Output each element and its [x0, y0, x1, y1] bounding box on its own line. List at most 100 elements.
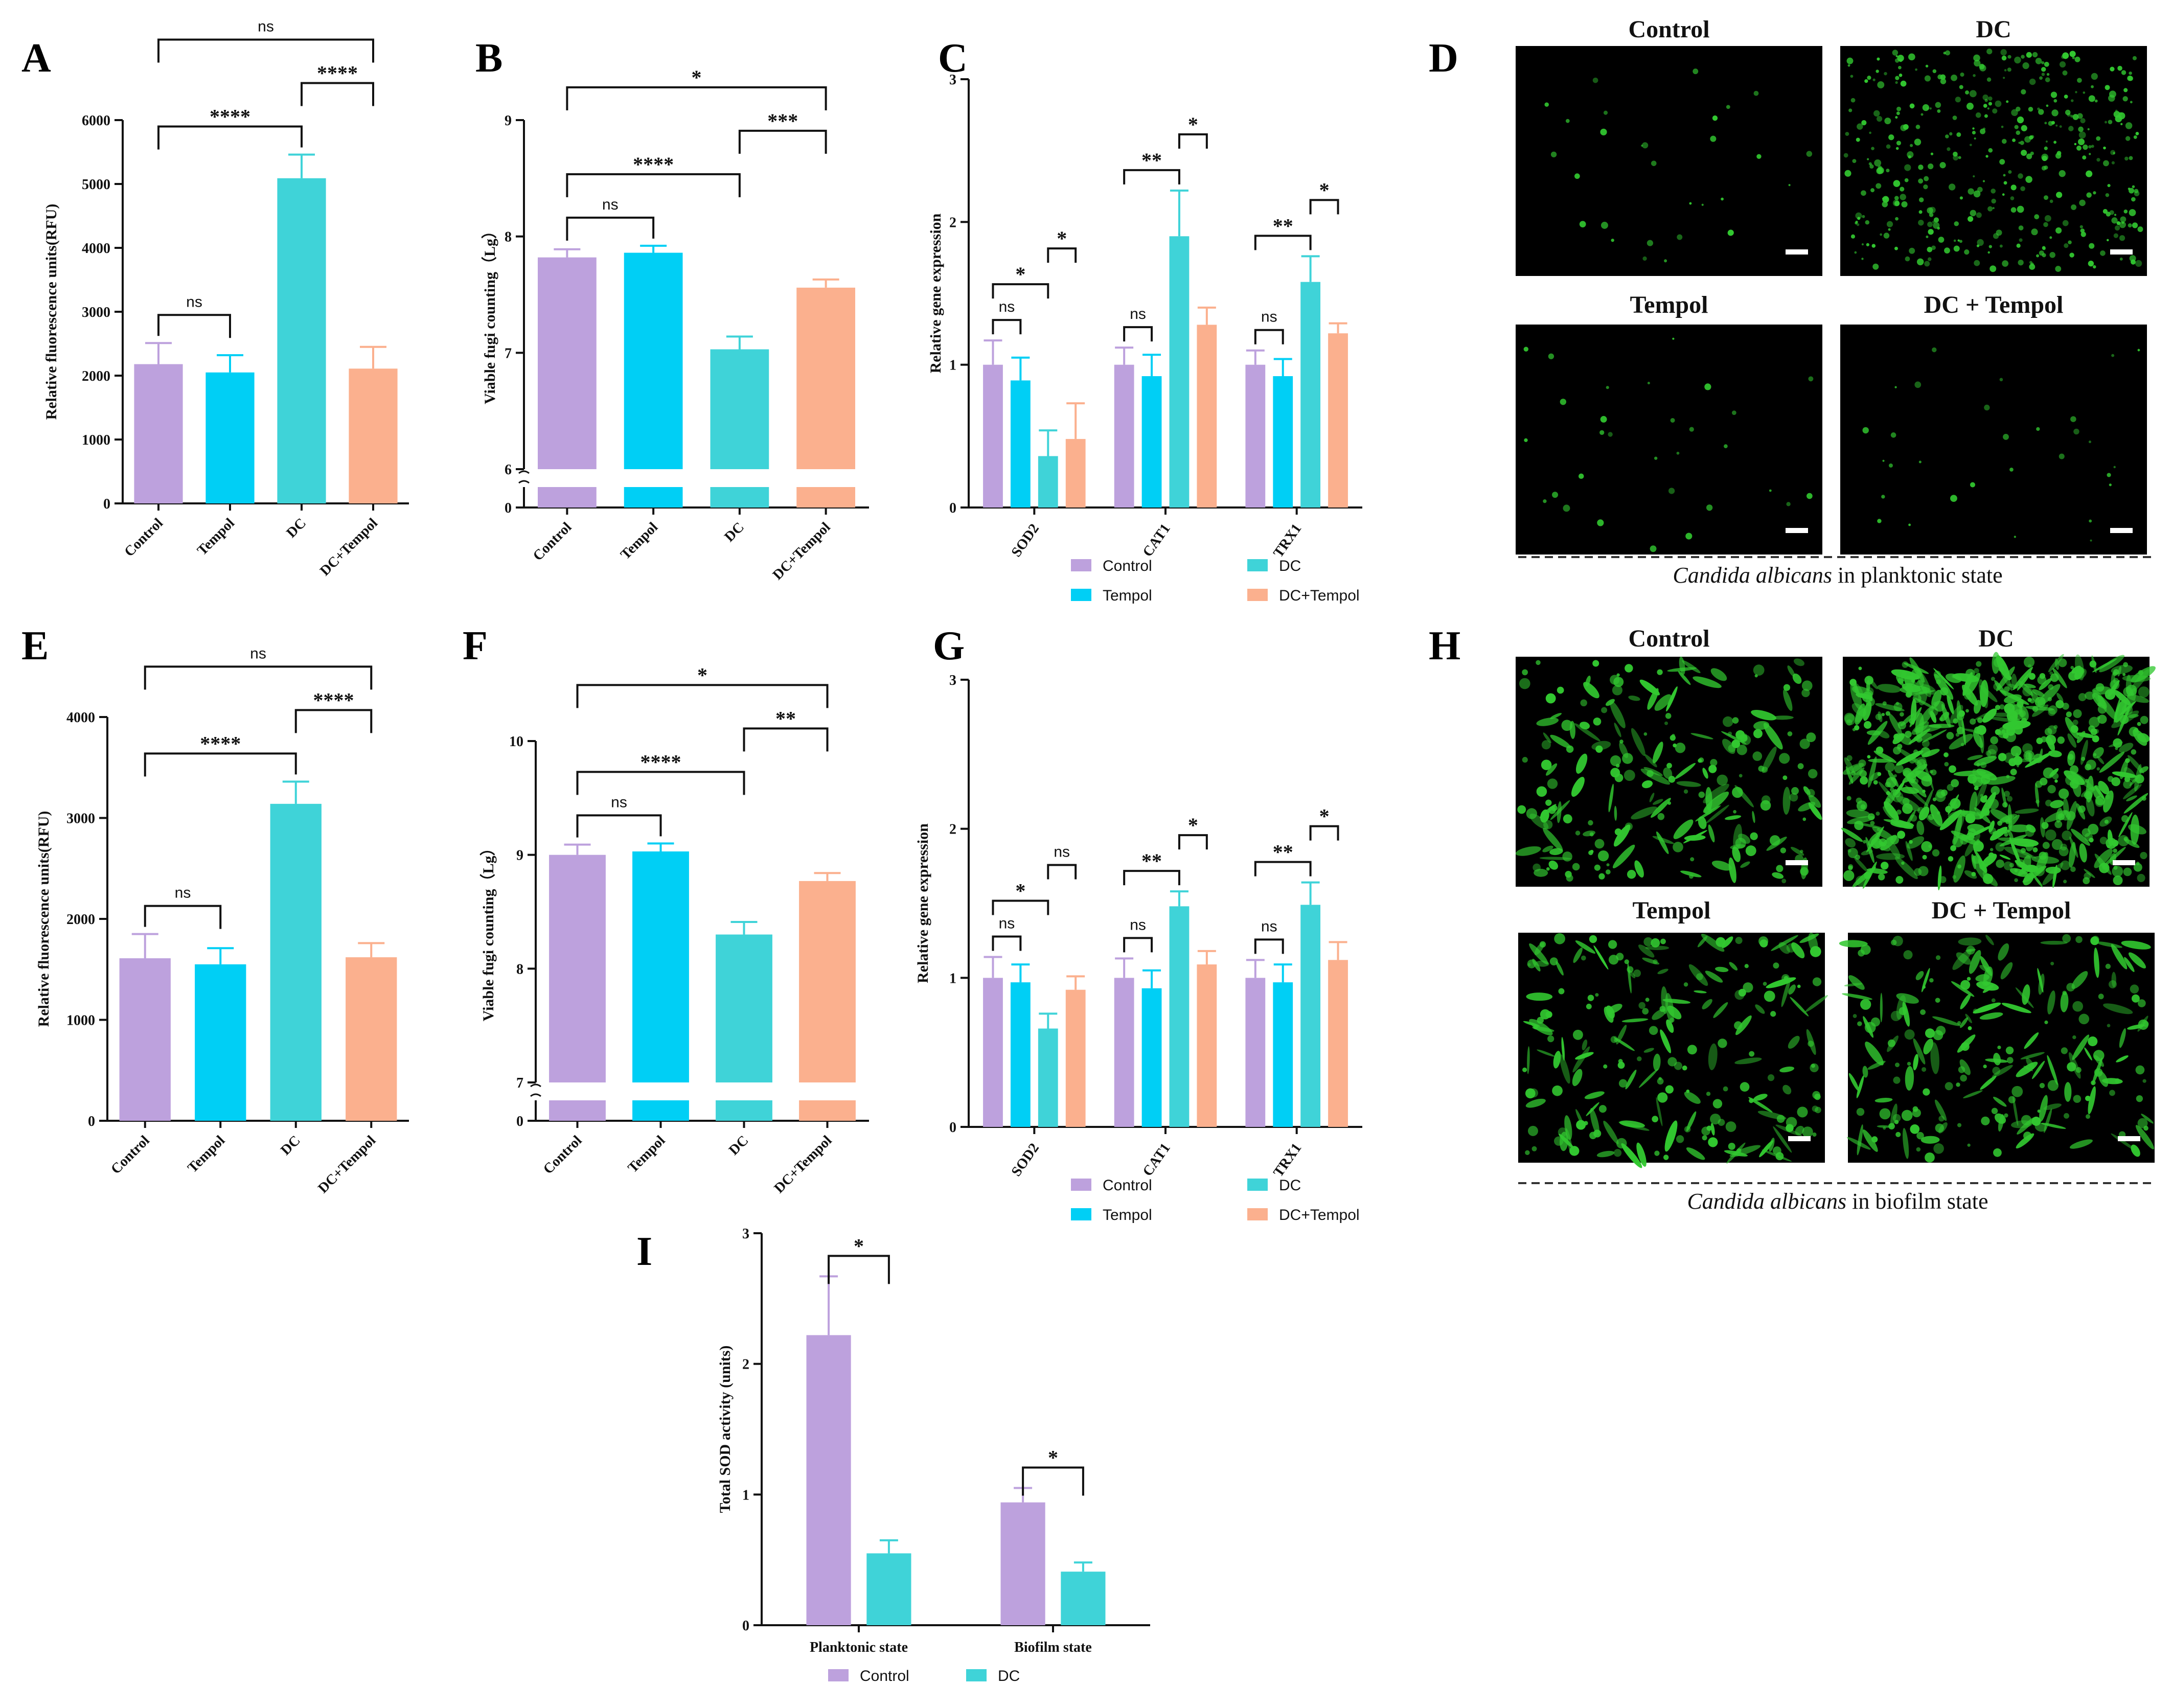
cell: [1762, 767, 1768, 773]
cell: [1522, 669, 1528, 676]
cell: [1870, 837, 1882, 849]
bar-group-dctempol: [1197, 950, 1217, 1127]
significance-bracket-line: [738, 129, 827, 154]
cell: [1572, 863, 1580, 871]
cell: [2041, 153, 2049, 161]
cell: [2008, 814, 2020, 828]
cell: [1974, 755, 1997, 766]
cell: [1762, 1149, 1792, 1162]
cell: [2089, 717, 2100, 728]
cell: [1534, 868, 1548, 877]
cell: [2020, 141, 2024, 145]
cell: [1694, 990, 1707, 994]
cell: [2044, 122, 2047, 125]
cell: [2022, 984, 2030, 1005]
x-tick-label: DC+Tempol: [317, 515, 381, 579]
cell: [2016, 243, 2021, 248]
cell: [2061, 1047, 2068, 1054]
cell: [1947, 147, 1951, 151]
cell: [2123, 210, 2128, 214]
cell: [1892, 791, 1904, 803]
cell: [1788, 1035, 1800, 1049]
cell: [2136, 1095, 2143, 1102]
cell: [1745, 845, 1756, 857]
cell: [2024, 1032, 2039, 1049]
cell: [1526, 808, 1538, 819]
cell: [1918, 460, 1922, 464]
significance-0: *: [828, 1234, 890, 1284]
cell: [1751, 710, 1776, 721]
cell: [1788, 184, 1791, 187]
cell: [1619, 742, 1629, 758]
cell: [1979, 63, 1985, 70]
cell: [2120, 216, 2127, 223]
cell: [2048, 654, 2064, 673]
micrograph-image: [1516, 325, 1822, 555]
legend-label: DC: [998, 1668, 1020, 1684]
cell: [2001, 1003, 2031, 1013]
cell: [1913, 1038, 1926, 1065]
cell: [2049, 199, 2053, 203]
cell: [1889, 713, 1903, 736]
cell: [2067, 754, 2074, 760]
axis-break-mark: [530, 1083, 541, 1088]
y-tick-label: 2: [949, 215, 956, 230]
cell: [1915, 68, 1917, 71]
cell: [1908, 53, 1915, 61]
bar-group-control: [549, 843, 606, 1121]
significance-label: *: [692, 66, 702, 89]
cell: [1596, 1150, 1615, 1158]
cell: [1867, 813, 1875, 820]
cell: [1904, 178, 1909, 182]
cell: [1894, 386, 1897, 388]
cell: [1525, 1098, 1546, 1108]
cell: [1952, 116, 1957, 120]
cell: [2122, 675, 2151, 682]
cell: [2105, 689, 2116, 700]
cell: [2021, 89, 2026, 95]
cell: [1527, 1125, 1538, 1136]
cell: [1736, 745, 1747, 755]
x-tick-label: TRX1: [1270, 521, 1305, 561]
cell: [1916, 1132, 1924, 1140]
significance-3: ns: [144, 645, 373, 690]
cell: [1871, 1136, 1878, 1143]
cell: [1846, 57, 1854, 64]
cell: [2095, 683, 2105, 692]
cell: [2079, 843, 2087, 863]
cell: [2107, 1024, 2111, 1028]
cell: [1894, 781, 1905, 796]
x-tick-label: SOD2: [1009, 521, 1042, 560]
cell: [1945, 50, 1951, 56]
cell: [1925, 1152, 1935, 1163]
cell: [1749, 1051, 1755, 1057]
y-tick-label: 8: [516, 961, 523, 977]
cell: [1896, 106, 1901, 111]
cell: [1867, 676, 1878, 689]
cell: [1964, 249, 1970, 255]
cell: [1990, 848, 1994, 851]
y-axis-label: Total SOD activity (units): [717, 1345, 734, 1513]
cell: [1950, 495, 1957, 502]
cell: [2140, 851, 2147, 860]
cell: [2113, 152, 2115, 154]
cell: [1907, 836, 1925, 849]
cell: [1910, 814, 1917, 822]
significance-label: *: [1015, 880, 1025, 903]
cell: [1923, 1088, 1930, 1096]
cell: [2108, 742, 2123, 747]
micrograph-tile: DC: [1841, 625, 2156, 891]
cell: [2056, 693, 2064, 702]
cell: [1614, 1038, 1618, 1043]
cell: [1608, 783, 1614, 813]
legend-swatch: [1071, 559, 1091, 571]
cell: [1587, 995, 1594, 1001]
micrograph-tile: Control: [1516, 16, 1822, 276]
cell: [2001, 753, 2005, 757]
cell: [1995, 100, 2002, 107]
bar: [1300, 282, 1321, 507]
cell: [1649, 793, 1655, 802]
cell: [1562, 851, 1572, 862]
x-tick-label: DC+Tempol: [770, 519, 834, 583]
cell: [2062, 702, 2069, 710]
